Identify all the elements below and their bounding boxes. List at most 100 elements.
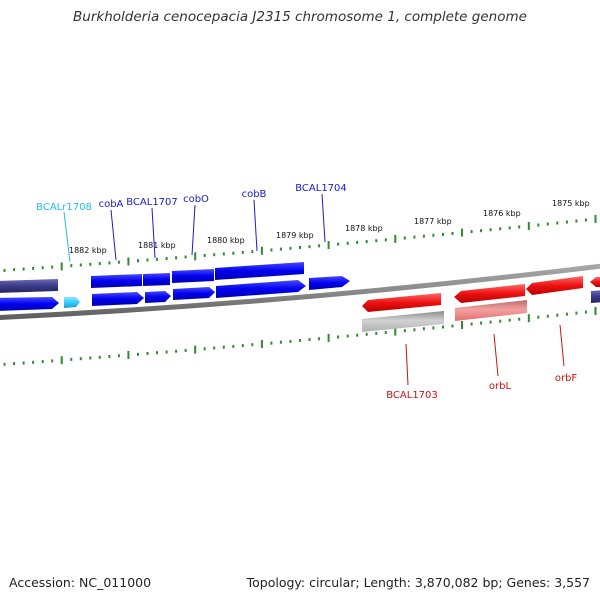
outer-tick xyxy=(299,246,301,249)
gene-arrow-orbL[interactable] xyxy=(454,284,525,303)
outer-tick xyxy=(289,246,292,250)
inner-tick xyxy=(98,355,101,359)
outer-tick xyxy=(308,245,311,249)
inner-tick xyxy=(117,354,120,358)
gene-arrow-cobO-upper[interactable] xyxy=(172,269,214,283)
rna-arrow-BCALr1708[interactable] xyxy=(64,297,80,308)
scale-label-1875kbp: 1875 kbp xyxy=(552,199,590,208)
outer-tick xyxy=(241,250,244,254)
outer-tick xyxy=(470,230,473,234)
leader-cobA xyxy=(110,209,117,261)
outer-tick xyxy=(279,247,282,251)
inner-tick xyxy=(289,339,292,343)
inner-tick xyxy=(279,340,282,344)
forward-gene-track xyxy=(0,262,600,293)
cds-arrow-right-edge[interactable] xyxy=(591,290,600,303)
reverse-cds-track xyxy=(362,300,527,332)
outer-tick xyxy=(527,221,530,230)
scale-label-1876kbp: 1876 kbp xyxy=(483,209,521,218)
gene-arrow-left-edge-upper[interactable] xyxy=(0,279,58,293)
outer-tick xyxy=(260,246,263,255)
inner-tick xyxy=(403,329,406,333)
cds-arrow-cobO[interactable] xyxy=(173,287,215,300)
outer-tick xyxy=(270,248,273,252)
gene-arrow-BCAL1707-upper[interactable] xyxy=(143,273,170,286)
leader-BCAL1704 xyxy=(321,193,326,243)
gene-arrow-right-edge-upper[interactable] xyxy=(590,277,600,287)
scale-label-1879kbp: 1879 kbp xyxy=(276,231,314,240)
gene-arrow-BCAL1703[interactable] xyxy=(362,293,441,312)
gene-labels: BCALr1708 cobA BCAL1707 cobO cobB BCAL17… xyxy=(36,183,577,401)
label-BCAL1704[interactable]: BCAL1704 xyxy=(295,183,347,194)
label-cobB[interactable]: cobB xyxy=(242,189,267,200)
gene-arrow-orbF[interactable] xyxy=(526,276,583,295)
label-orbF[interactable]: orbF xyxy=(555,373,578,384)
accession-text: Accession: NC_011000 xyxy=(9,575,152,590)
outer-tick xyxy=(194,252,197,261)
gene-arrow-cobA-upper[interactable] xyxy=(91,274,142,288)
leader-orbL xyxy=(493,333,499,377)
label-cobO[interactable]: cobO xyxy=(183,194,209,205)
outer-tick xyxy=(594,215,597,223)
inner-tick xyxy=(422,327,425,331)
cds-arrow-cobA[interactable] xyxy=(92,292,144,306)
inner-tick xyxy=(546,314,549,318)
inner-tick xyxy=(594,307,597,315)
cds-bar-orbL[interactable] xyxy=(455,300,527,321)
outer-tick xyxy=(375,239,378,243)
outer-tick xyxy=(222,252,225,256)
label-leaders xyxy=(63,193,565,386)
label-BCAL1707[interactable]: BCAL1707 xyxy=(126,197,178,208)
inner-tick xyxy=(489,320,492,324)
outer-tick xyxy=(489,228,492,232)
inner-tick xyxy=(3,362,6,366)
leader-BCALr1708 xyxy=(63,211,71,263)
outer-tick xyxy=(384,238,387,242)
label-orbL[interactable]: orbL xyxy=(489,381,512,392)
outer-tick xyxy=(318,244,321,248)
inner-tick xyxy=(518,317,521,321)
label-BCALr1708[interactable]: BCALr1708 xyxy=(36,202,92,213)
scale-label-1880kbp: 1880 kbp xyxy=(207,236,245,245)
outer-tick xyxy=(98,262,101,266)
cds-bar-BCAL1703[interactable] xyxy=(362,311,444,332)
inner-tick xyxy=(51,359,54,363)
label-BCAL1703[interactable]: BCAL1703 xyxy=(386,390,438,401)
inner-tick xyxy=(584,310,587,314)
inner-tick-track xyxy=(3,307,597,366)
inner-tick xyxy=(394,327,397,336)
outer-tick xyxy=(413,235,416,239)
inner-tick xyxy=(175,349,178,353)
chromosome-backbone xyxy=(0,263,600,321)
outer-tick xyxy=(165,257,168,260)
outer-tick xyxy=(346,241,349,245)
scale-label-1877kbp: 1877 kbp xyxy=(414,217,452,226)
inner-tick xyxy=(156,351,158,355)
gene-arrow-cobB-upper[interactable] xyxy=(215,262,304,280)
inner-tick xyxy=(451,324,454,328)
inner-tick xyxy=(203,347,206,351)
outer-tick xyxy=(584,218,587,222)
label-cobA[interactable]: cobA xyxy=(99,199,124,210)
inner-tick xyxy=(270,341,273,345)
forward-cds-track xyxy=(0,280,600,311)
cds-arrow-left-edge[interactable] xyxy=(0,297,59,311)
outer-tick xyxy=(356,240,359,244)
outer-tick xyxy=(213,253,216,257)
inner-tick xyxy=(70,357,73,361)
inner-tick xyxy=(375,331,378,335)
scale-labels: 1882 kbp 1881 kbp 1880 kbp 1879 kbp 1878… xyxy=(69,199,590,255)
inner-tick xyxy=(308,338,311,342)
inner-tick xyxy=(327,333,330,342)
outer-tick xyxy=(184,255,187,259)
inner-tick xyxy=(365,332,368,336)
outer-tick xyxy=(394,234,397,243)
cds-arrow-BCAL1707[interactable] xyxy=(145,291,171,303)
gene-arrow-BCAL1704[interactable] xyxy=(309,276,350,290)
inner-tick xyxy=(356,333,359,337)
outer-tick xyxy=(79,263,82,267)
inner-tick xyxy=(337,335,340,339)
cds-arrow-cobB[interactable] xyxy=(216,280,306,298)
outer-tick xyxy=(108,261,111,265)
scale-label-1878kbp: 1878 kbp xyxy=(345,224,383,233)
